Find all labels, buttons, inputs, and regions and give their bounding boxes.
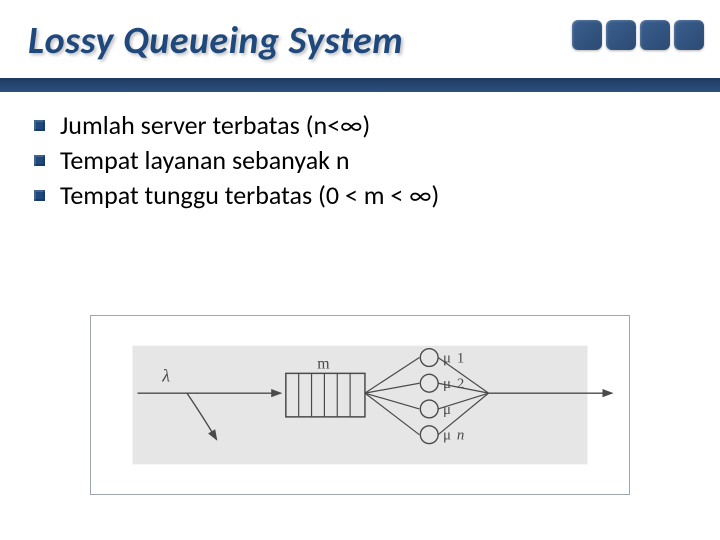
corner-box-icon [640, 20, 670, 50]
svg-text:2: 2 [457, 376, 464, 392]
slide-header: Lossy Queueing System [0, 0, 720, 90]
header-divider-bar [0, 78, 720, 92]
corner-box-icon [572, 20, 602, 50]
slide-title: Lossy Queueing System [28, 18, 403, 64]
bullet-item: Tempat layanan sebanyak n [56, 143, 680, 178]
svg-text:n: n [457, 428, 464, 444]
corner-box-icon [674, 20, 704, 50]
svg-text:1: 1 [457, 350, 464, 366]
queue-capacity-label: m [317, 355, 330, 372]
slide-content: Jumlah server terbatas (n<∞) Tempat laya… [0, 90, 720, 213]
decorative-corner-boxes [572, 20, 704, 50]
bullet-item: Jumlah server terbatas (n<∞) [56, 108, 680, 143]
diagram-svg: λ m μ 1 μ 2 μ [91, 316, 629, 494]
arrival-rate-label: λ [161, 365, 170, 385]
corner-box-icon [606, 20, 636, 50]
bullet-list: Jumlah server terbatas (n<∞) Tempat laya… [56, 108, 680, 213]
bullet-item: Tempat tunggu terbatas (0 < m < ∞) [56, 178, 680, 213]
queueing-diagram: λ m μ 1 μ 2 μ [90, 315, 630, 495]
svg-text:μ: μ [443, 402, 451, 418]
diagram-inner-panel [133, 346, 588, 465]
